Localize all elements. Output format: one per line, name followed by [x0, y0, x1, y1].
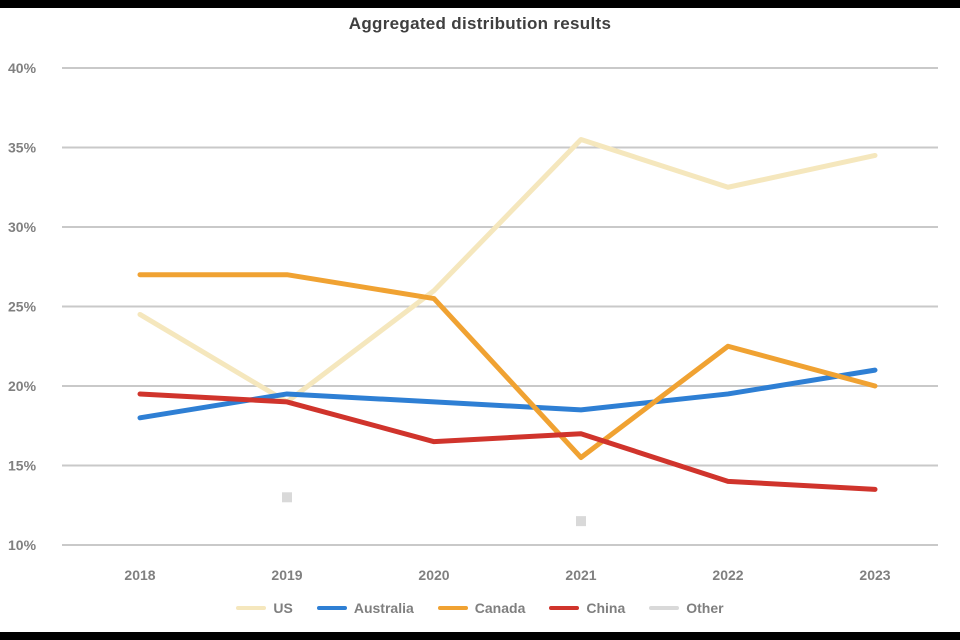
- legend-item-us: US: [236, 600, 293, 616]
- legend-item-canada: Canada: [437, 600, 526, 616]
- legend-label: US: [273, 600, 293, 616]
- series-line-china: [137, 391, 878, 492]
- chart-legend: US Australia Canada China Other: [0, 596, 960, 620]
- letterbox-bottom: [0, 632, 960, 640]
- x-tick-label: 2023: [859, 567, 890, 583]
- legend-swatch-other: [649, 606, 680, 610]
- letterbox-top: [0, 0, 960, 8]
- y-tick-label: 35%: [8, 140, 37, 156]
- line-chart: 40% 35% 30% 25% 20% 15% 10% 2018 2019 2020 2021 202…: [8, 60, 938, 583]
- x-tick-label: 2019: [271, 567, 302, 583]
- legend-item-australia: Australia: [316, 600, 414, 616]
- legend-item-china: China: [549, 600, 625, 616]
- series-line-canada: [137, 272, 878, 461]
- legend-item-other: Other: [649, 600, 724, 616]
- x-tick-label: 2020: [418, 567, 449, 583]
- y-tick-label: 40%: [8, 60, 37, 76]
- y-tick-label: 10%: [8, 537, 37, 553]
- x-tick-label: 2021: [565, 567, 596, 583]
- series-marker-other: [282, 492, 292, 503]
- y-tick-label: 25%: [8, 299, 37, 315]
- series-line-australia: [137, 367, 878, 421]
- series-line-us: [137, 137, 878, 405]
- x-tick-label: 2022: [712, 567, 743, 583]
- legend-swatch-australia: [316, 606, 347, 610]
- y-tick-label: 20%: [8, 378, 37, 394]
- legend-label: Canada: [474, 600, 526, 616]
- y-tick-label: 15%: [8, 458, 37, 474]
- chart-title: Aggregated distribution results: [348, 14, 612, 33]
- legend-label: Australia: [353, 600, 414, 616]
- x-tick-label: 2018: [124, 567, 155, 583]
- legend-swatch-china: [549, 606, 580, 610]
- legend-swatch-us: [236, 606, 267, 610]
- legend-label: China: [586, 600, 626, 616]
- legend-label: Other: [686, 600, 724, 616]
- legend-swatch-canada: [437, 606, 468, 610]
- series-marker-other: [576, 516, 586, 527]
- y-tick-label: 30%: [8, 219, 37, 235]
